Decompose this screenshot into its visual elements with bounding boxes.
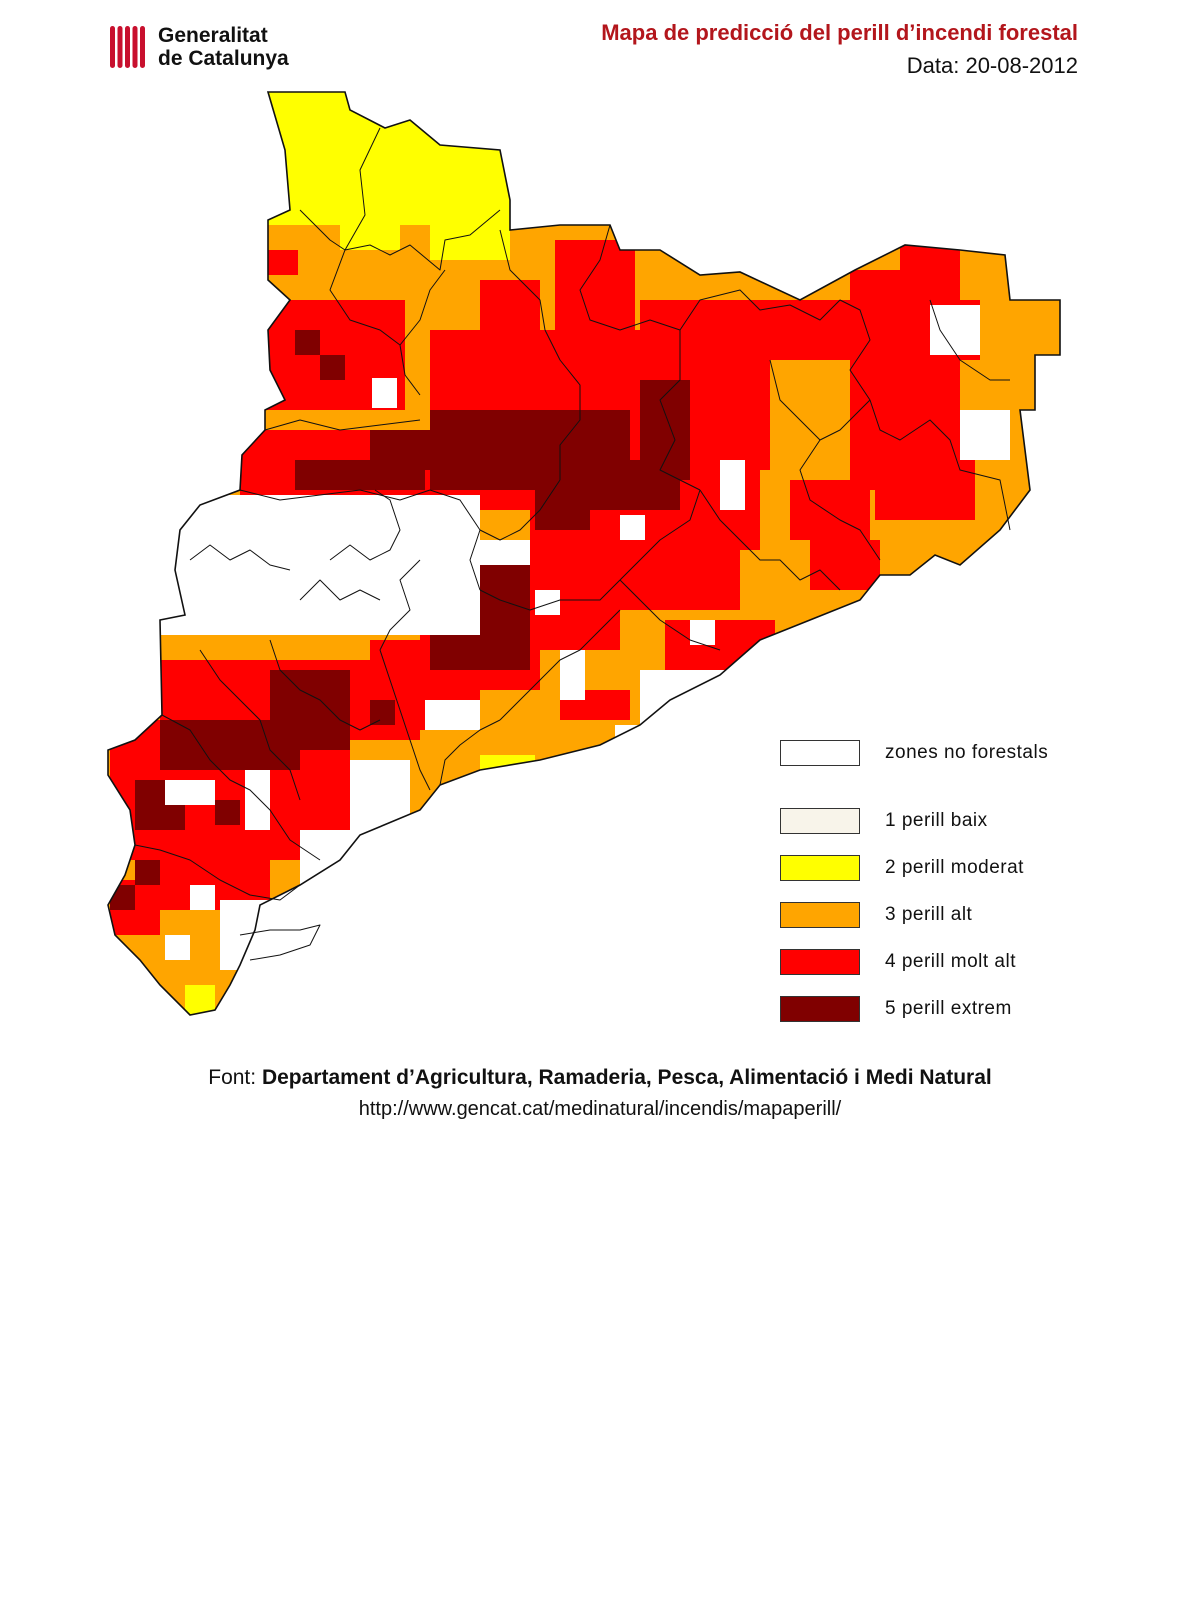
legend-swatch-extreme (780, 996, 860, 1022)
legend-item-moderate: 2 perill moderat (780, 855, 1100, 885)
legend-item-high: 3 perill alt (780, 902, 1100, 932)
legend-swatch-low (780, 808, 860, 834)
source-url: http://www.gencat.cat/medinatural/incend… (358, 1098, 842, 1120)
legend-item-low: 1 perill baix (780, 808, 1100, 838)
fire-risk-map (107, 91, 1061, 1016)
legend-label-no-forest: zones no forestals (885, 742, 1049, 763)
legend-item-no-forest: zones no forestals (780, 740, 1100, 770)
logo-line-2: de Catalunya (158, 47, 289, 70)
map-title: Mapa de predicció del perill d’incendi f… (601, 20, 1078, 45)
legend-label-low: 1 perill baix (885, 810, 988, 831)
legend-swatch-very-high (780, 949, 860, 975)
legend-label-high: 3 perill alt (885, 904, 973, 925)
source-prefix: Font: (208, 1066, 262, 1089)
legend-label-extreme: 5 perill extrem (885, 998, 1012, 1019)
legend-item-extreme: 5 perill extrem (780, 996, 1100, 1026)
legend-item-very-high: 4 perill molt alt (780, 949, 1100, 979)
logo-line-1: Generalitat (158, 24, 268, 47)
legend-label-moderate: 2 perill moderat (885, 857, 1024, 878)
legend-swatch-high (780, 902, 860, 928)
legend-swatch-moderate (780, 855, 860, 881)
map-date: Data: 20-08-2012 (906, 53, 1078, 78)
logo-text: Generalitat de Catalunya (158, 24, 378, 70)
generalitat-shield-icon (110, 26, 145, 68)
legend-label-very-high: 4 perill molt alt (885, 951, 1016, 972)
source-organization: Departament d’Agricultura, Ramaderia, Pe… (261, 1066, 992, 1089)
source-line: Font: Departament d’Agricultura, Ramader… (0, 1066, 1200, 1090)
legend-swatch-no-forest (780, 740, 860, 766)
